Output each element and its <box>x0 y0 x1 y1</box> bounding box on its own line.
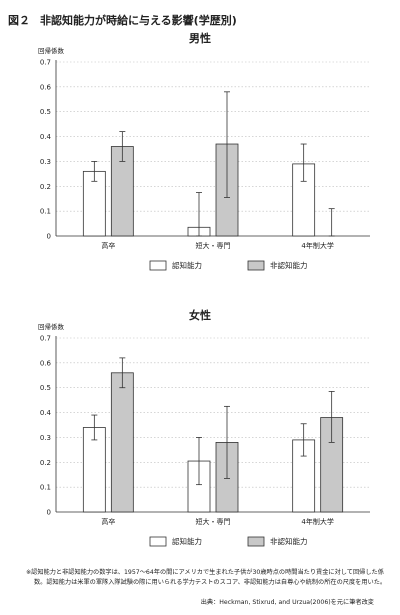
y-tick-label: 0.3 <box>40 158 51 166</box>
legend-label: 認知能力 <box>172 260 202 270</box>
y-tick-label: 0.5 <box>40 384 51 392</box>
legend-label: 認知能力 <box>172 536 202 546</box>
figure-number: 図２ <box>8 14 30 27</box>
male-panel-title: 男性 <box>189 32 211 45</box>
y-tick-label: 0.2 <box>40 459 51 467</box>
y-tick-label: 0.6 <box>40 359 52 367</box>
x-tick-label: 短大・専門 <box>196 241 231 250</box>
figure-title-text: 非認知能力が時給に与える影響(学歴別) <box>40 14 237 27</box>
bar <box>110 372 134 513</box>
footnote: ※認知能力と非認知能力の数字は、1957～64年の間にアメリカで生まれた子供が3… <box>26 569 387 586</box>
legend-swatch <box>149 260 167 271</box>
y-tick-label: 0.7 <box>40 59 51 67</box>
y-tick-label: 0 <box>47 509 51 517</box>
y-tick-label: 0.5 <box>40 108 51 116</box>
x-tick-label: 4年制大学 <box>301 517 333 526</box>
legend-swatch <box>247 260 265 271</box>
legend-label: 非認知能力 <box>270 260 308 270</box>
y-tick-label: 0.1 <box>40 484 51 492</box>
x-tick-label: 短大・専門 <box>196 517 231 526</box>
source-citation: 出典：Heckman, Stixrud, and Urzua(2006)を元に筆… <box>200 599 374 606</box>
female-chart: 回帰係数 0 0.1 0.2 0.3 0.4 0.5 0.6 0.7 高卒 短大・専門 4年制大学認知… <box>38 322 370 547</box>
male-chart: 回帰係数 0 0.1 0.2 0.3 0.4 0.5 0.6 0.7 高卒 短大・専門 4年制大学認知… <box>38 46 370 271</box>
y-tick-label: 0 <box>47 233 51 241</box>
y-tick-label: 0.6 <box>40 83 52 91</box>
female-panel-title: 女性 <box>189 309 211 322</box>
y-tick-label: 0.1 <box>40 208 51 216</box>
y-tick-label: 0.3 <box>40 434 51 442</box>
y-tick-label: 0.4 <box>40 409 52 417</box>
legend-label: 非認知能力 <box>270 536 308 546</box>
x-tick-label: 4年制大学 <box>301 241 333 250</box>
y-axis-label: 回帰係数 <box>38 322 65 331</box>
legend-swatch <box>149 536 167 547</box>
y-tick-label: 0.2 <box>40 183 51 191</box>
y-tick-label: 0.7 <box>40 335 51 343</box>
y-tick-label: 0.4 <box>40 133 52 141</box>
x-tick-label: 高卒 <box>101 517 115 526</box>
legend-swatch <box>247 536 265 547</box>
figure-title: 図２ 非認知能力が時給に与える影響(学歴別) <box>8 12 237 28</box>
x-tick-label: 高卒 <box>101 241 115 250</box>
y-axis-label: 回帰係数 <box>38 46 65 55</box>
